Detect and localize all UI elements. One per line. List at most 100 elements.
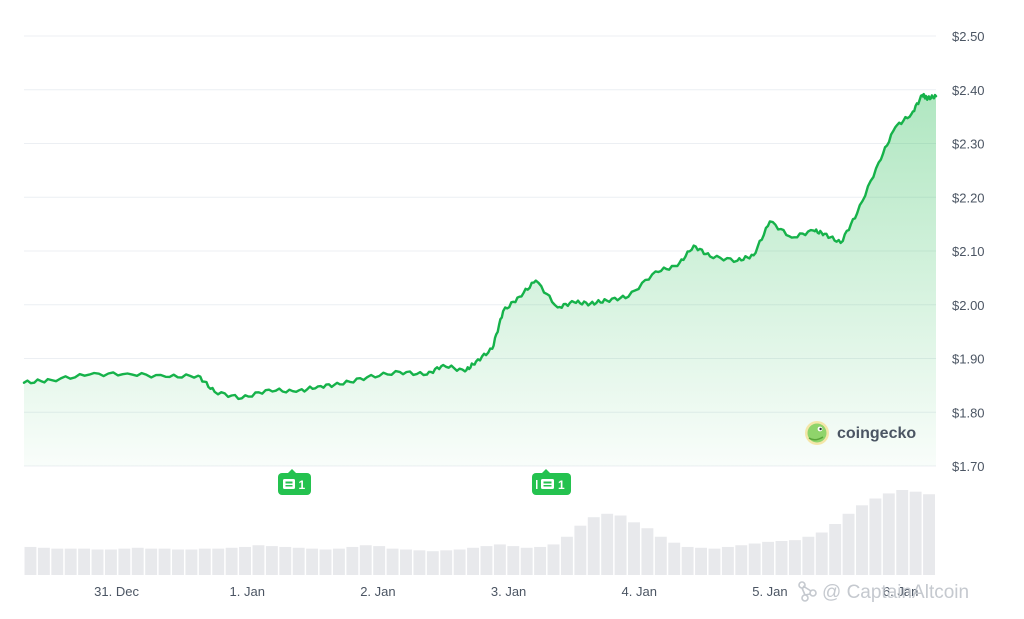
news-event-badge[interactable]: 1 (278, 469, 311, 495)
news-icon (536, 479, 554, 489)
volume-bar (520, 547, 533, 575)
volume-bar (628, 522, 640, 575)
volume-bar (172, 549, 184, 575)
volume-bar (815, 532, 828, 575)
volume-bar (909, 491, 922, 575)
price-area-fill (24, 94, 936, 466)
volume-bar (78, 548, 91, 575)
volume-bar (762, 541, 775, 575)
volume-bar (829, 524, 842, 575)
volume-bar (681, 546, 694, 575)
x-axis: 31. Dec 1. Jan 2. Jan 3. Jan 4. Jan 5. Jan 6. … (94, 584, 918, 599)
news-event-badge[interactable]: 1 (532, 469, 571, 495)
volume-bar (319, 549, 332, 575)
volume-bar (641, 528, 654, 575)
volume-bar (198, 548, 211, 575)
volume-bar (493, 544, 506, 575)
volume-bar (775, 541, 788, 575)
volume-bar (131, 547, 144, 575)
volume-bar (37, 547, 50, 575)
x-tick-label: 6. Jan (883, 584, 918, 599)
volume-bar (695, 547, 707, 575)
volume-bar (748, 543, 761, 575)
volume-bar (534, 546, 547, 575)
price-line[interactable] (22, 92, 938, 401)
volume-bar (614, 515, 627, 575)
volume-bar (332, 548, 345, 575)
y-tick-label: $2.30 (952, 137, 985, 152)
x-tick-label: 31. Dec (94, 584, 139, 599)
volume-bar (426, 551, 439, 575)
volume-bars (24, 490, 935, 575)
y-tick-label: $1.90 (952, 352, 985, 367)
y-tick-label: $2.10 (952, 244, 985, 259)
x-tick-label: 5. Jan (752, 584, 787, 599)
volume-bar (118, 548, 131, 575)
coingecko-brand: coingecko (805, 421, 916, 445)
volume-bar (467, 547, 479, 575)
volume-bar (145, 548, 158, 575)
volume-bar (587, 517, 600, 575)
price-area (24, 94, 936, 466)
volume-bar (51, 548, 64, 575)
y-tick-label: $2.40 (952, 83, 985, 98)
y-tick-label: $2.50 (952, 29, 985, 44)
volume-bar (279, 546, 292, 575)
gecko-logo-icon (805, 421, 829, 445)
volume-bar (64, 548, 77, 575)
volume-bar (735, 545, 748, 575)
volume-bar (292, 547, 305, 575)
volume-bar (104, 549, 117, 575)
volume-bar (721, 546, 734, 575)
volume-bar (306, 548, 319, 575)
volume-bar (453, 549, 466, 575)
news-event-count: 1 (299, 478, 306, 492)
volume-bar (842, 513, 855, 575)
volume-bar (373, 546, 386, 575)
volume-bar (400, 549, 412, 575)
volume-bar (225, 547, 238, 575)
x-tick-label: 3. Jan (491, 584, 526, 599)
volume-bar (788, 540, 801, 575)
volume-bar (708, 548, 721, 575)
volume-bar (359, 545, 372, 575)
volume-bar (882, 493, 895, 575)
y-tick-label: $2.20 (952, 190, 985, 205)
volume-bar (869, 498, 882, 575)
news-icon (283, 479, 295, 489)
x-tick-label: 1. Jan (230, 584, 265, 599)
price-line-group[interactable] (22, 92, 938, 401)
volume-bar (265, 546, 278, 575)
volume-bar (24, 546, 37, 575)
watermark: @ CaptainAltcoin (798, 581, 969, 603)
volume-bar (507, 546, 520, 575)
volume-bar (239, 546, 251, 575)
volume-bar (601, 513, 614, 575)
volume-bar (185, 549, 198, 575)
volume-bar (212, 548, 225, 575)
x-tick-label: 2. Jan (360, 584, 395, 599)
volume-bar (413, 550, 426, 575)
network-logo-icon (798, 581, 817, 602)
volume-bar (654, 536, 667, 575)
y-tick-label: $1.70 (952, 459, 985, 474)
volume-bar (346, 546, 359, 575)
volume-bar (856, 505, 868, 575)
news-event-count: 1 (558, 478, 565, 492)
volume-bar (574, 525, 587, 575)
volume-bar (668, 542, 681, 575)
volume-bar (386, 548, 399, 575)
y-tick-label: $1.80 (952, 405, 985, 420)
volume-bar (158, 548, 171, 575)
volume-bar (560, 536, 573, 575)
volume-bar (923, 494, 935, 575)
volume-bar (440, 550, 453, 575)
brand-name: coingecko (837, 425, 916, 442)
volume-bar (480, 546, 493, 575)
volume-bar (547, 544, 560, 575)
y-axis: $2.50 $2.40 $2.30 $2.20 $2.10 $2.00 $1.90 $1.80… (952, 29, 985, 474)
x-tick-label: 4. Jan (622, 584, 657, 599)
volume-bar (802, 536, 815, 575)
